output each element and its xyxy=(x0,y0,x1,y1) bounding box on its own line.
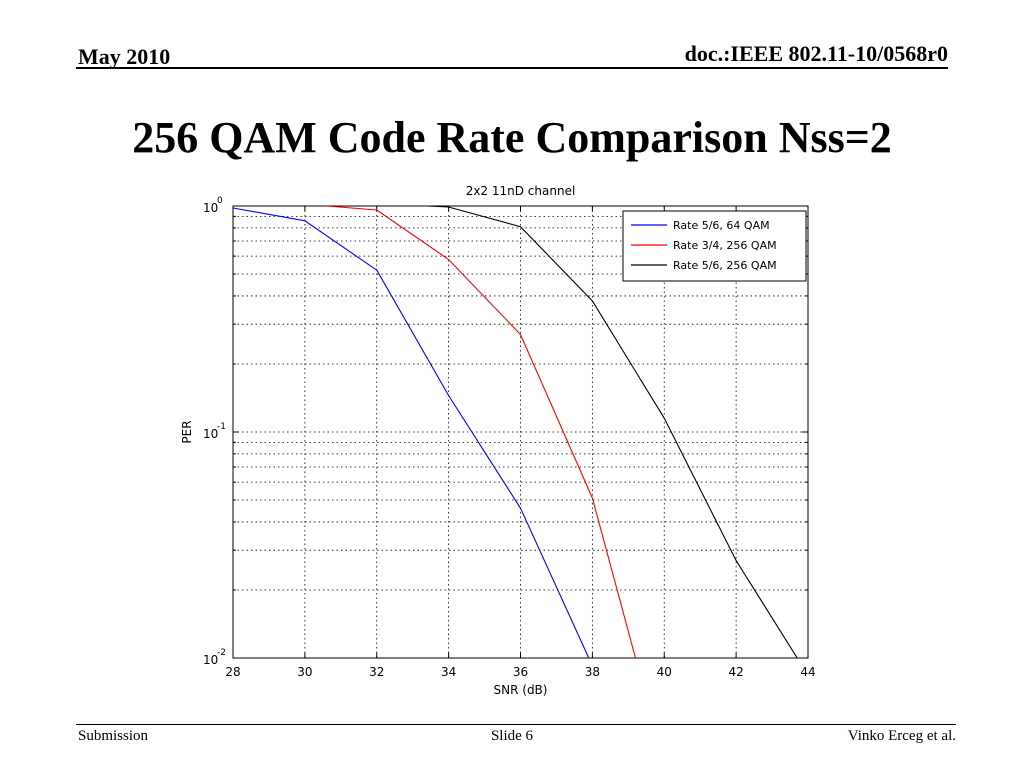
header-doc-id: doc.:IEEE 802.11-10/0568r0 xyxy=(684,41,948,66)
y-tick-exponent: -1 xyxy=(217,422,226,432)
x-axis-label: SNR (dB) xyxy=(494,683,548,697)
chart-title: 2x2 11nD channel xyxy=(466,184,576,198)
slide-title: 256 QAM Code Rate Comparison Nss=2 xyxy=(132,113,892,162)
y-axis-label: PER xyxy=(180,420,194,443)
x-tick-label: 34 xyxy=(441,665,456,679)
legend-label: Rate 5/6, 64 QAM xyxy=(673,219,770,232)
x-tick-label: 42 xyxy=(728,665,743,679)
legend-label: Rate 3/4, 256 QAM xyxy=(673,239,777,252)
footer-submission: Submission xyxy=(78,728,149,744)
y-tick-exponent: 0 xyxy=(217,196,223,206)
x-tick-label: 40 xyxy=(657,665,672,679)
x-tick-label: 38 xyxy=(585,665,600,679)
x-tick-label: 44 xyxy=(800,665,815,679)
legend-label: Rate 5/6, 256 QAM xyxy=(673,259,777,272)
x-tick-label: 32 xyxy=(369,665,384,679)
y-tick-exponent: -2 xyxy=(217,648,226,658)
footer-slide-number: Slide 6 xyxy=(490,728,534,744)
footer-author: Vinko Erceg et al. xyxy=(847,728,956,744)
header-divider xyxy=(76,67,948,69)
y-tick-label: 10 xyxy=(203,427,218,441)
series-line xyxy=(326,206,637,658)
y-tick-label: 10 xyxy=(203,653,218,667)
y-tick-label: 10 xyxy=(203,201,218,215)
x-tick-label: 30 xyxy=(297,665,312,679)
x-tick-label: 36 xyxy=(513,665,528,679)
x-tick-label: 28 xyxy=(225,665,240,679)
legend-box xyxy=(622,210,807,282)
series-line xyxy=(233,207,590,658)
header-date: May 2010 xyxy=(78,44,171,69)
series-line xyxy=(427,206,798,658)
footer-divider xyxy=(76,724,956,725)
